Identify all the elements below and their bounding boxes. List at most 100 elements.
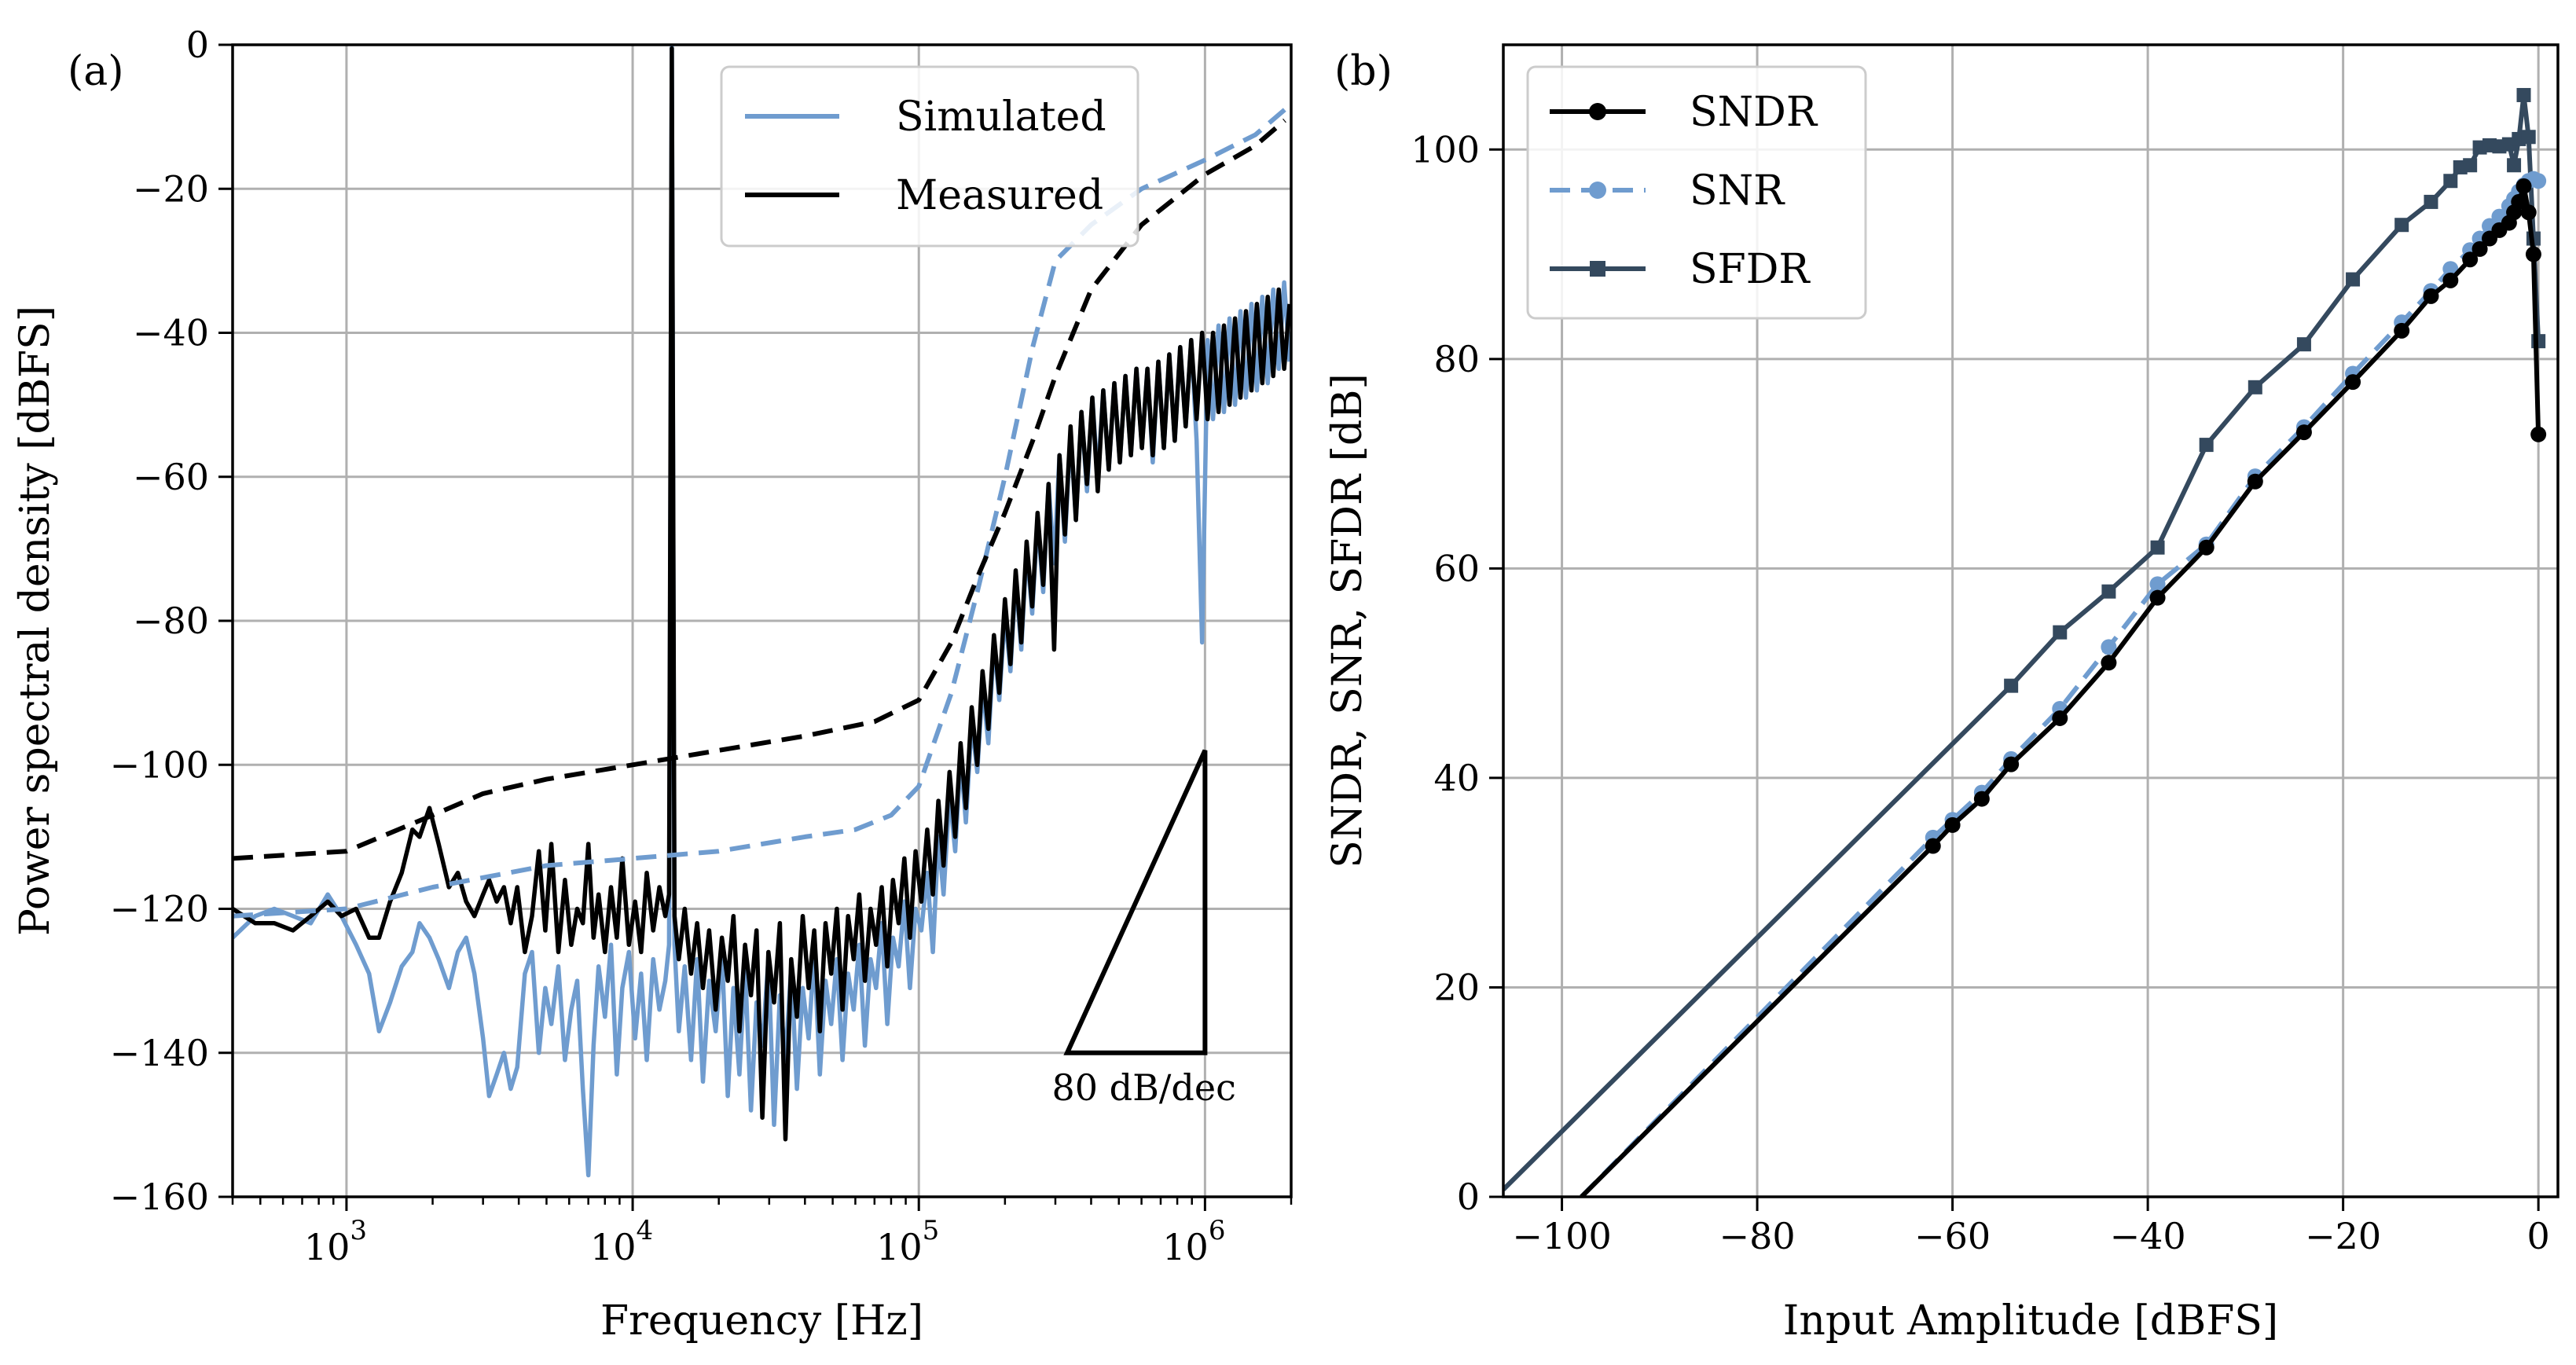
marker-sfdr	[2346, 272, 2361, 287]
marker-sndr	[2423, 288, 2439, 304]
marker-sfdr	[2101, 584, 2116, 599]
legend-label: SFDR	[1690, 246, 1811, 293]
legend-label: SNDR	[1690, 89, 1818, 136]
marker-sfdr	[2150, 540, 2165, 555]
marker-sfdr	[2516, 87, 2531, 102]
panel-a-annotation: 80 dB/dec	[1052, 749, 1236, 1109]
x-tick-label-base: 10	[304, 1226, 350, 1268]
legend-marker	[1589, 103, 1606, 120]
panel-b-legend: SNDR SNR SFDR	[1526, 65, 1867, 320]
y-tick-label: 20	[1433, 966, 1480, 1008]
marker-sfdr	[2424, 194, 2438, 209]
x-tick-label: −60	[1914, 1215, 1991, 1257]
series-line-measured-dashed	[233, 118, 1286, 861]
x-tick-label: −40	[2110, 1215, 2186, 1257]
legend-marker	[1590, 261, 1605, 277]
x-tick-label-base: 10	[876, 1226, 923, 1268]
series-line-sndr	[1580, 183, 2541, 1197]
x-tick-label: −100	[1512, 1215, 1611, 1257]
x-tick-label: 0	[2527, 1215, 2550, 1257]
marker-sfdr	[2248, 380, 2262, 394]
marker-sndr	[2247, 473, 2263, 490]
marker-sndr	[2515, 178, 2532, 194]
slope-triangle	[1063, 749, 1208, 1055]
marker-sndr	[2101, 655, 2117, 671]
panel-b-series	[1503, 87, 2547, 1197]
x-tick-label-exponent: 4	[637, 1215, 654, 1246]
marker-snr	[2530, 173, 2547, 189]
legend-box	[1526, 65, 1867, 320]
marker-sndr	[2198, 539, 2215, 556]
marker-sfdr	[2053, 625, 2068, 640]
y-tick-label: 40	[1433, 757, 1480, 799]
marker-sndr	[2525, 246, 2541, 262]
x-tick-label-base: 10	[590, 1226, 637, 1268]
marker-sfdr	[2507, 158, 2522, 173]
panel-a-x-axis-label: Frequency [Hz]	[600, 1297, 923, 1345]
panel-b-x-axis-label: Input Amplitude [dBFS]	[1783, 1297, 2278, 1345]
marker-sndr	[2149, 589, 2166, 606]
marker-sndr	[2345, 374, 2361, 391]
x-tick-label-exponent: 5	[923, 1215, 940, 1246]
legend-label: SNR	[1690, 167, 1785, 215]
marker-sndr	[2394, 322, 2410, 339]
x-tick-label: 105	[876, 1215, 939, 1268]
marker-snr	[2149, 576, 2166, 593]
panel-b-y-axis-label: SNDR, SNR, SFDR [dB]	[1324, 373, 1371, 868]
marker-sndr	[2462, 251, 2479, 268]
marker-sndr	[2520, 204, 2537, 221]
marker-sndr	[2052, 710, 2068, 726]
marker-sndr	[2471, 240, 2488, 257]
y-tick-label: 60	[1433, 547, 1480, 589]
x-tick-label: 103	[304, 1215, 367, 1268]
series-line-measured-solid	[233, 46, 1291, 1142]
marker-sndr	[1925, 838, 1941, 854]
marker-sfdr	[2199, 438, 2214, 453]
panel-a-y-axis-label: Power spectral density [dBFS]	[12, 306, 59, 936]
y-tick-label: 0	[1457, 1176, 1480, 1218]
panel-b-ticks: −100 −80 −60 −40 −20 0 0 20 40 60 80 100	[1411, 128, 2550, 1257]
y-tick-label: −20	[133, 167, 209, 210]
y-tick-label: −140	[110, 1032, 209, 1074]
y-tick-label: −160	[110, 1176, 209, 1218]
marker-sfdr	[2443, 174, 2458, 189]
y-tick-label: −100	[110, 743, 209, 786]
legend-label: Simulated	[896, 94, 1106, 141]
marker-sfdr	[2394, 218, 2409, 233]
y-tick-label: −60	[133, 456, 209, 498]
panel-b: −100 −80 −60 −40 −20 0 0 20 40 60 80 100 SNDR SNR SFD…	[1324, 43, 2559, 1345]
y-tick-label: −120	[110, 888, 209, 930]
marker-sfdr	[2296, 337, 2311, 352]
legend-marker	[1589, 182, 1606, 199]
marker-sndr	[2003, 756, 2020, 772]
legend-label: Measured	[896, 172, 1103, 219]
x-tick-label-exponent: 6	[1209, 1215, 1226, 1246]
slope-annotation-text: 80 dB/dec	[1052, 1066, 1236, 1109]
marker-sndr	[2511, 193, 2527, 210]
panel-a-label: (a)	[68, 48, 124, 95]
marker-sndr	[2295, 424, 2312, 441]
legend-box	[720, 65, 1139, 248]
marker-sndr	[1973, 791, 1990, 807]
y-tick-label: 0	[186, 24, 209, 66]
y-tick-label: 100	[1411, 128, 1480, 171]
marker-sndr	[1944, 816, 1961, 833]
marker-sndr	[2442, 272, 2459, 288]
y-tick-label: 80	[1433, 338, 1480, 380]
y-tick-label: −40	[133, 312, 209, 354]
x-tick-label: 106	[1162, 1215, 1225, 1268]
y-tick-label: −80	[133, 600, 209, 642]
x-tick-label: 104	[590, 1215, 653, 1268]
panel-b-frame	[1502, 43, 2559, 1198]
x-tick-label-base: 10	[1162, 1226, 1209, 1268]
panel-b-label: (b)	[1334, 48, 1393, 95]
marker-sndr	[2530, 426, 2547, 442]
panel-a-ticks: 103 104 105 1060−20−40−60−80−100−120−140−16…	[110, 24, 1293, 1268]
marker-sfdr	[2004, 678, 2019, 693]
marker-sfdr	[2463, 158, 2478, 173]
marker-snr	[2101, 639, 2117, 655]
marker-sfdr	[2521, 130, 2536, 145]
x-tick-label: −80	[1719, 1215, 1796, 1257]
x-tick-label-exponent: 3	[350, 1215, 367, 1246]
